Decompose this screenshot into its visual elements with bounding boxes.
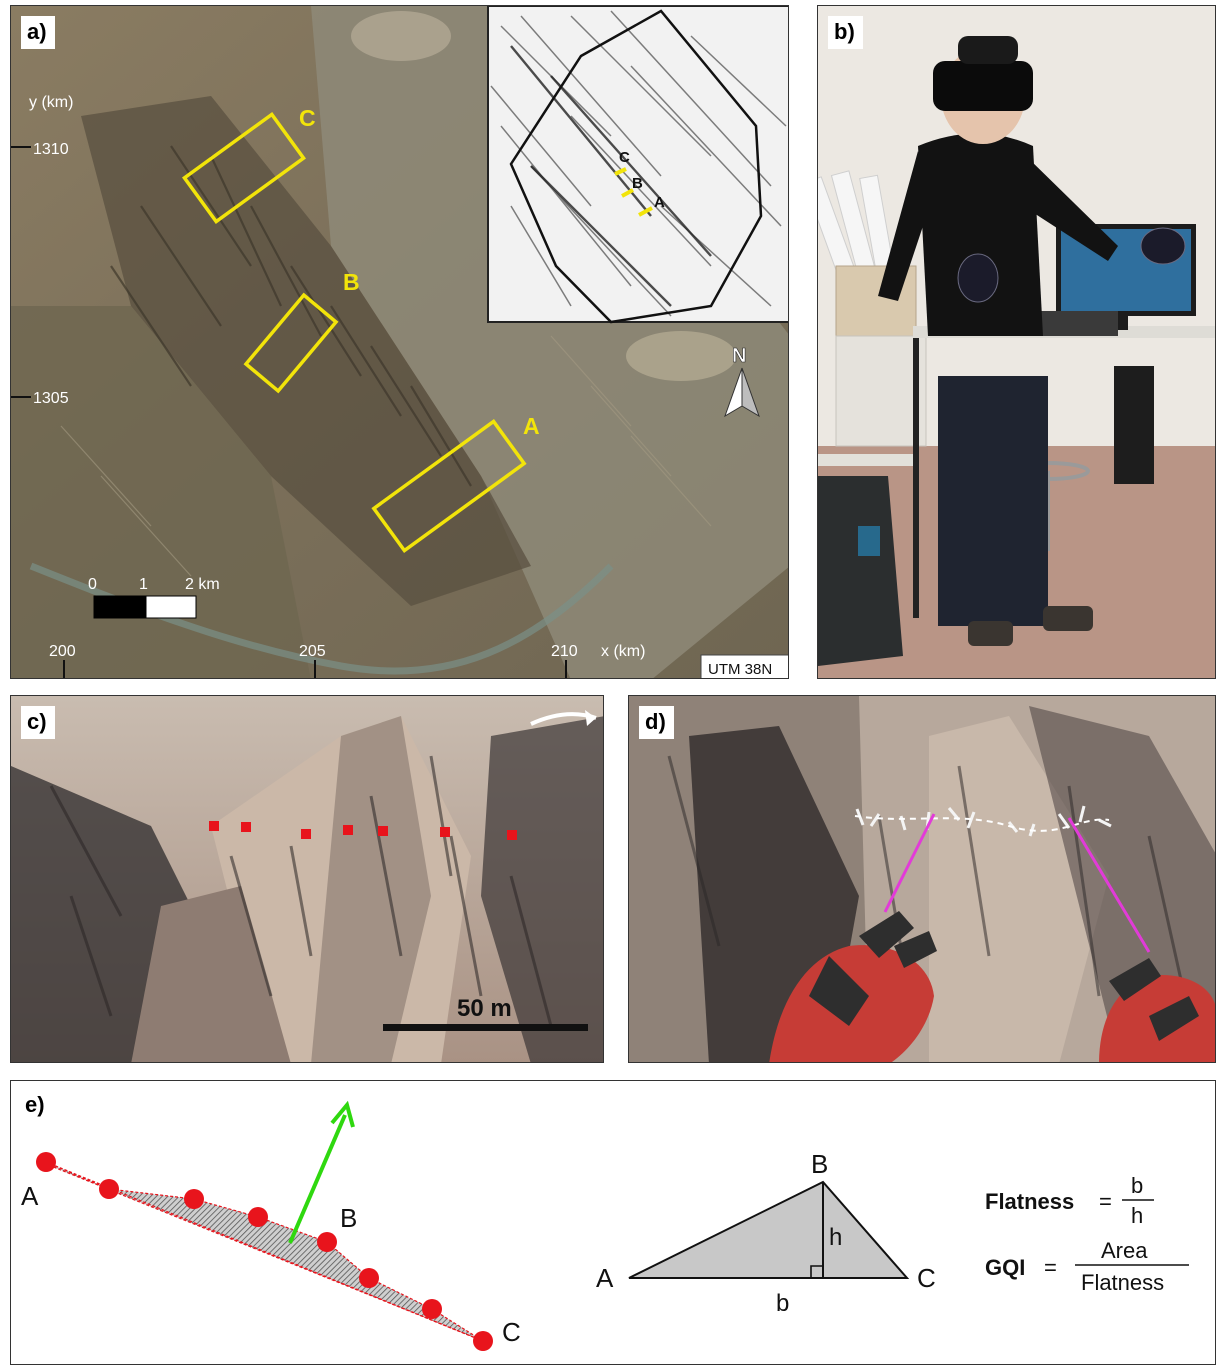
triangle-label-a: A <box>596 1263 614 1293</box>
triangle-label-c: C <box>917 1263 936 1293</box>
gqi-equals: = <box>1044 1255 1057 1280</box>
x-axis-title: x (km) <box>601 643 645 660</box>
scale-bar-black <box>93 595 147 619</box>
vr-interpretation-view <box>629 696 1215 1062</box>
triangle-label-b-base: b <box>776 1290 789 1317</box>
panel-label-a: a) <box>21 16 55 49</box>
panel-b-photo: b) <box>817 5 1216 679</box>
triangle-label-b: B <box>811 1149 828 1179</box>
flatness-label: Flatness <box>985 1189 1074 1214</box>
normal-vector-arrow <box>288 1114 347 1244</box>
gqi-label: GQI <box>985 1255 1025 1280</box>
triangle-label-h: h <box>829 1224 842 1251</box>
area-c-box <box>181 111 307 225</box>
y-tick-1305: 1305 <box>33 390 69 407</box>
scale-label-2km: 2 km <box>185 576 220 593</box>
profile-area <box>40 1161 484 1342</box>
gqi-diagram: A B C A B C h b Flatness = b h GQI = Are… <box>21 1100 1189 1351</box>
scale-label-50m: 50 m <box>457 995 512 1022</box>
flatness-equals: = <box>1099 1189 1112 1214</box>
panel-label-c: c) <box>21 706 55 739</box>
flatness-numerator: b <box>1131 1173 1143 1198</box>
panel-label-b: b) <box>828 16 863 49</box>
panel-label-d: d) <box>639 706 674 739</box>
inset-label-a: A <box>654 194 665 211</box>
area-label-c: C <box>299 105 316 131</box>
vr-hand-right-icon <box>1099 958 1215 1062</box>
north-label: N <box>732 345 746 367</box>
interpretation-line-1 <box>883 813 936 913</box>
inset-study-hexagon <box>509 9 763 324</box>
scale-bar-white <box>145 595 197 619</box>
profile-label-b: B <box>340 1203 357 1233</box>
terrain-3d-view: 50 m <box>11 696 603 1062</box>
inset-label-b: B <box>632 175 643 192</box>
crs-label: UTM 38N <box>708 661 772 678</box>
scale-label-1: 1 <box>139 576 148 593</box>
panel-c-terrain: 50 m c) <box>10 695 604 1063</box>
area-b-box <box>243 292 339 394</box>
profile-label-a: A <box>21 1181 39 1211</box>
panel-a-map: C B A y (km) 1310 1305 200 205 210 x (km… <box>10 5 789 679</box>
interpretation-line-2 <box>1067 817 1151 953</box>
flatness-denominator: h <box>1131 1203 1143 1228</box>
area-label-b: B <box>343 269 360 295</box>
panel-e-diagram: A B C A B C h b Flatness = b h GQI = Are… <box>10 1080 1216 1365</box>
profile-points <box>36 1152 493 1351</box>
panel-label-e: e) <box>19 1089 53 1122</box>
vr-user-photo <box>818 6 1215 678</box>
area-a-box <box>371 419 527 553</box>
area-label-a: A <box>523 413 540 439</box>
vr-headset-icon <box>933 61 1033 111</box>
inset-hillshade-map: C B A <box>487 6 788 324</box>
y-axis-title: y (km) <box>29 94 73 111</box>
inset-label-c: C <box>619 149 630 166</box>
y-tick-1310: 1310 <box>33 141 69 158</box>
satellite-map: C B A y (km) 1310 1305 200 205 210 x (km… <box>11 6 788 678</box>
profile-label-c: C <box>502 1317 521 1347</box>
panel-d-vr-view: d) <box>628 695 1216 1063</box>
x-tick-210: 210 <box>551 643 578 660</box>
x-tick-205: 205 <box>299 643 326 660</box>
vr-hand-left-icon <box>769 911 937 1062</box>
scale-label-0: 0 <box>88 576 97 593</box>
gqi-denominator: Flatness <box>1081 1270 1164 1295</box>
x-tick-200: 200 <box>49 643 76 660</box>
gqi-numerator: Area <box>1101 1238 1148 1263</box>
scale-bar-50m <box>383 1024 588 1031</box>
ridge-points <box>209 821 517 840</box>
triangle-abc <box>628 1180 910 1279</box>
